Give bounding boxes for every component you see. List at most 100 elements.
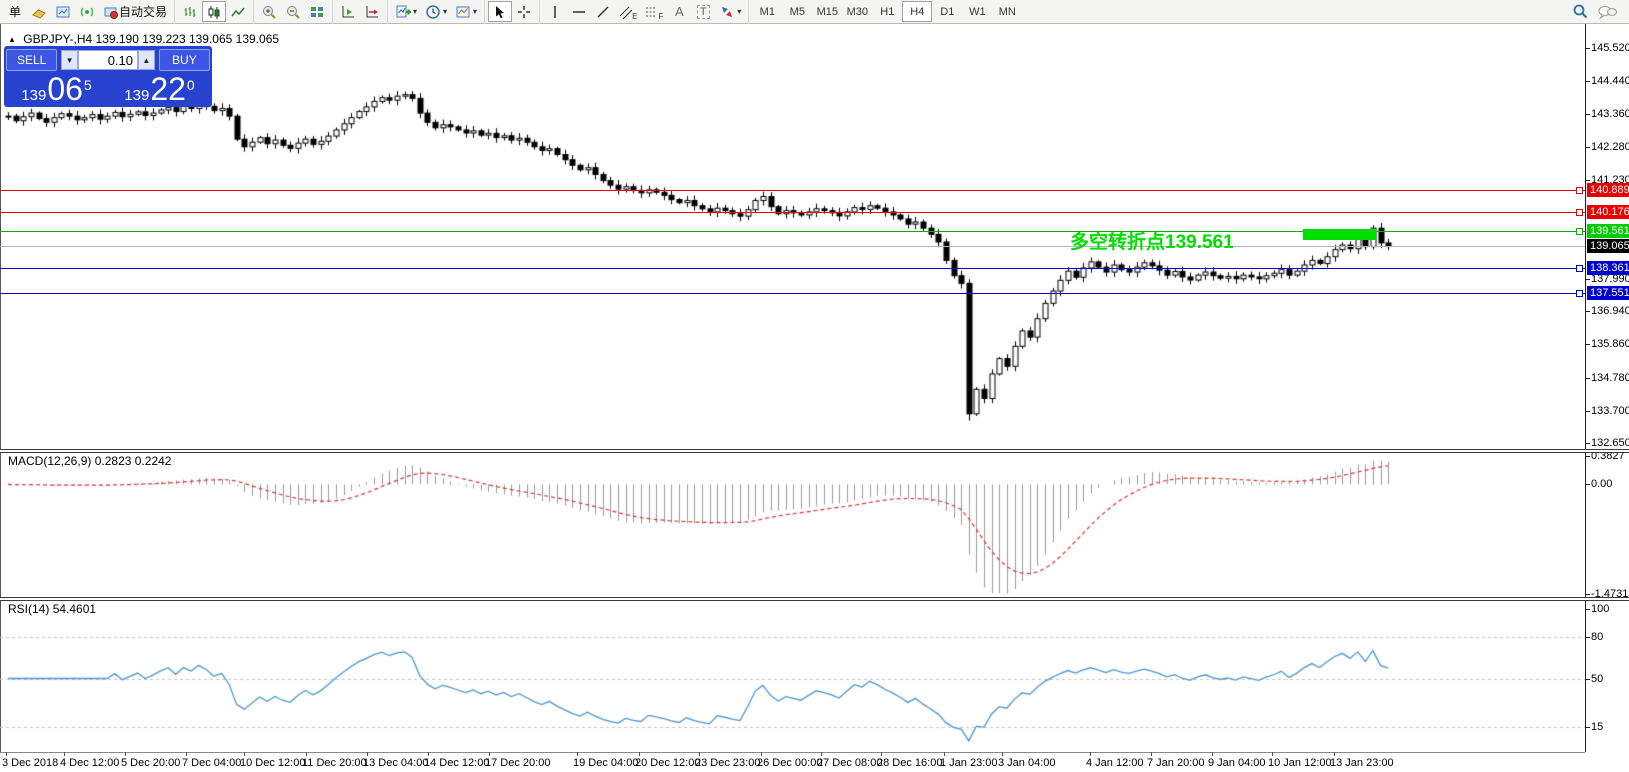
bar-chart-button[interactable] xyxy=(178,1,202,22)
time-tick xyxy=(577,752,578,756)
toolbar-group-cursor xyxy=(484,0,539,24)
rsi-pane-separator[interactable] xyxy=(0,597,1629,601)
search-icon xyxy=(1572,3,1589,20)
text-button[interactable]: A xyxy=(667,1,691,22)
timeframe-button-m30[interactable]: M30 xyxy=(846,5,869,18)
timeframe-button-d1[interactable]: D1 xyxy=(940,5,955,18)
hline-handle-137.551[interactable] xyxy=(1576,290,1583,297)
price-axis[interactable]: 140.889 140.176 139.561 139.065 138.361 137.5… xyxy=(1585,24,1629,752)
pivot-rectangle-object[interactable] xyxy=(1303,229,1376,240)
rsi-value: 54.4601 xyxy=(52,602,97,616)
arrows-caret-icon[interactable]: ▾ xyxy=(737,7,742,16)
cursor-button[interactable] xyxy=(488,1,513,22)
hline-object-140.176[interactable] xyxy=(0,212,1585,213)
equidistant-channel-button[interactable]: E xyxy=(615,1,641,22)
new-order-button[interactable]: 单 xyxy=(3,1,27,22)
trendline-icon xyxy=(595,4,611,20)
price-tick-132.650-tick xyxy=(1585,443,1590,444)
buy-price-prefix: 139 xyxy=(124,87,150,104)
timeframe-button-m1[interactable]: M1 xyxy=(759,5,775,18)
rsi-canvas[interactable] xyxy=(0,600,1585,752)
hline-handle-140.889[interactable] xyxy=(1576,187,1583,194)
timeframe-button-w1[interactable]: W1 xyxy=(969,5,986,18)
auto-scroll-button[interactable] xyxy=(336,1,360,22)
hline-handle-138.361[interactable] xyxy=(1576,265,1583,272)
macd-canvas[interactable] xyxy=(0,452,1585,600)
sell-price[interactable]: 139 06 5 xyxy=(6,73,107,106)
time-tick xyxy=(1212,752,1213,756)
market-watch-button[interactable] xyxy=(51,1,75,22)
lot-decrease-button[interactable]: ▼ xyxy=(61,50,78,70)
sell-button[interactable]: SELL xyxy=(6,49,58,71)
trendline-button[interactable] xyxy=(591,1,615,22)
time-label: 9 Jan 04:00 xyxy=(1208,757,1266,769)
macd-pane-separator[interactable] xyxy=(0,449,1629,453)
symbol-ohlc: 139.190 139.223 139.065 139.065 xyxy=(95,32,280,46)
buy-button[interactable]: BUY xyxy=(158,49,210,71)
time-label: 13 Jan 23:00 xyxy=(1330,757,1394,769)
line-chart-button[interactable] xyxy=(226,1,250,22)
lot-size-input[interactable] xyxy=(78,50,138,70)
time-tick xyxy=(1334,752,1335,756)
indicators-button[interactable]: ▾ xyxy=(391,1,421,22)
price-tick-141.230-tick xyxy=(1585,180,1590,181)
time-label: 13 Dec 04:00 xyxy=(363,757,429,769)
timeframe-button-m15[interactable]: M15 xyxy=(816,5,839,18)
zoom-in-button[interactable] xyxy=(257,1,281,22)
signals-button[interactable] xyxy=(75,1,99,22)
tile-windows-button[interactable] xyxy=(305,1,329,22)
hline-object-139.561[interactable] xyxy=(0,231,1585,232)
autotrade-icon xyxy=(103,4,119,20)
price-tick-144.440-tick xyxy=(1585,81,1590,82)
chart-region: 多空转折点139.561 ▲ GBPJPY-,H4 139.190 139.22… xyxy=(0,24,1629,772)
fibonacci-button[interactable]: F xyxy=(641,1,667,22)
hline-handle-139.561[interactable] xyxy=(1576,228,1583,235)
lot-increase-button[interactable]: ▲ xyxy=(138,50,155,70)
zoom-out-button[interactable] xyxy=(281,1,305,22)
fibonacci-icon xyxy=(645,4,658,20)
time-label: 3 Jan 04:00 xyxy=(998,757,1056,769)
candlestick-chart-button[interactable] xyxy=(202,1,227,22)
search-button[interactable] xyxy=(1568,1,1593,22)
time-axis[interactable]: 3 Dec 2018 4 Dec 12:00 5 Dec 20:00 7 Dec 04… xyxy=(0,752,1629,772)
horizontal-line-button[interactable] xyxy=(567,1,591,22)
symbol-marker-icon: ▲ xyxy=(8,35,16,44)
rsi-tick-80: 80 xyxy=(1591,631,1604,643)
chart-shift-button[interactable] xyxy=(360,1,384,22)
crosshair-icon xyxy=(516,4,532,20)
rsi-tick-80-tick xyxy=(1585,637,1590,638)
hline-handle-140.176[interactable] xyxy=(1576,209,1583,216)
indicators-caret-icon[interactable]: ▾ xyxy=(413,7,418,16)
arrows-icon xyxy=(719,4,735,20)
timeframe-button-h1[interactable]: H1 xyxy=(880,5,895,18)
templates-button[interactable]: ▾ xyxy=(451,1,481,22)
macd-values: 0.2823 0.2242 xyxy=(94,454,172,468)
price-tick-145.520-tick xyxy=(1585,48,1590,49)
timeframe-button-h4[interactable]: H4 xyxy=(902,1,933,22)
time-label: 7 Dec 04:00 xyxy=(182,757,242,769)
hline-object-137.551[interactable] xyxy=(0,293,1585,294)
buy-price[interactable]: 139 22 0 xyxy=(109,73,210,106)
hline-object-140.889[interactable] xyxy=(0,190,1585,191)
toolbar-group-insert: ▾ ▾ ▾ xyxy=(387,0,484,24)
chart-window-icon xyxy=(55,4,71,20)
crosshair-button[interactable] xyxy=(512,1,536,22)
hline-object-139.065[interactable] xyxy=(0,246,1585,247)
periods-caret-icon[interactable]: ▾ xyxy=(443,7,448,16)
new-order-icon-button[interactable] xyxy=(27,1,51,22)
periods-button[interactable]: ▾ xyxy=(421,1,451,22)
chat-button[interactable] xyxy=(1593,1,1621,22)
tile-windows-icon xyxy=(309,4,325,20)
timeframe-button-mn[interactable]: MN xyxy=(998,5,1016,18)
timeframe-button-m5[interactable]: M5 xyxy=(789,5,805,18)
rsi-tick-50-tick xyxy=(1585,679,1590,680)
spinner-up-icon: ▲ xyxy=(142,55,151,65)
time-label: 7 Jan 20:00 xyxy=(1147,757,1205,769)
templates-caret-icon[interactable]: ▾ xyxy=(473,7,478,16)
arrows-button[interactable]: ▾ xyxy=(715,1,745,22)
hline-object-138.361[interactable] xyxy=(0,268,1585,269)
vertical-line-button[interactable] xyxy=(543,1,567,22)
autotrade-button[interactable]: 自动交易 xyxy=(99,1,171,22)
text-label-button[interactable]: T xyxy=(691,1,715,22)
pivot-annotation-text[interactable]: 多空转折点139.561 xyxy=(1070,232,1234,254)
